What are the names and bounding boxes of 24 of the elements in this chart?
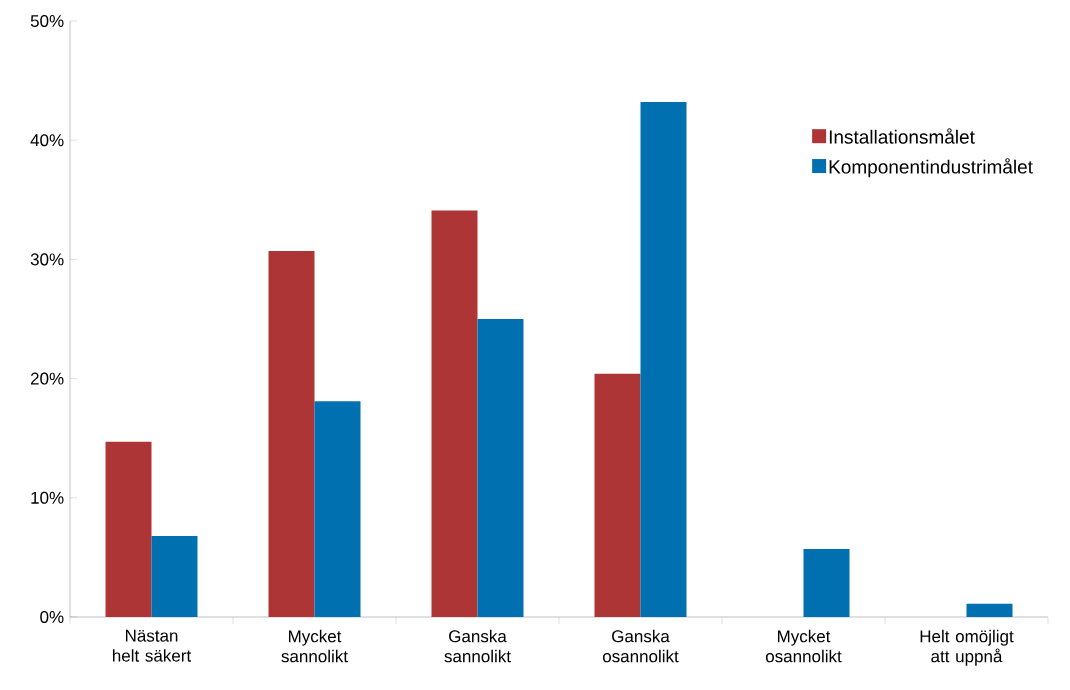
bar	[966, 603, 1013, 617]
x-tick-label: Ganska sannolikt	[444, 629, 511, 663]
y-tick-label: 50%	[30, 14, 64, 28]
y-tick-label: 10%	[31, 491, 64, 504]
bar	[803, 549, 850, 617]
x-tick-label: Mycket osannolikt	[765, 629, 842, 663]
bar	[594, 373, 641, 617]
x-tick-label: Nästan helt säkert	[113, 629, 192, 662]
x-tick-label: Ganska osannolikt	[602, 629, 679, 663]
y-tick-label: 0%	[40, 610, 64, 624]
legend-label: Installationsmålet	[829, 128, 975, 144]
bar	[105, 441, 152, 617]
bar	[151, 535, 198, 617]
bar	[477, 318, 524, 617]
y-tick-label: 30%	[30, 253, 64, 266]
bar	[314, 401, 361, 617]
legend-label: Komponentindustrimålet	[829, 158, 1033, 178]
x-tick-label: Helt omöjligt att uppnå	[920, 629, 1014, 666]
x-tick-label: Mycket sannolikt	[281, 629, 348, 663]
bar	[640, 102, 687, 617]
y-tick-label: 40%	[30, 134, 64, 147]
bar	[268, 251, 315, 617]
bar	[431, 210, 478, 617]
y-tick-label: 20%	[30, 372, 64, 385]
